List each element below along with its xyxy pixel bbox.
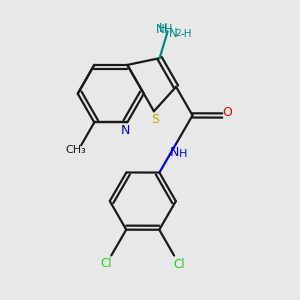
Text: O: O	[222, 106, 232, 119]
Text: CH₃: CH₃	[65, 145, 86, 154]
Text: H: H	[179, 149, 188, 159]
Text: 2: 2	[176, 29, 181, 38]
Text: N: N	[121, 124, 130, 137]
Text: -H: -H	[180, 29, 192, 39]
Text: N: N	[169, 27, 178, 40]
Text: N: N	[169, 146, 179, 159]
Text: H: H	[159, 22, 168, 35]
Text: Cl: Cl	[173, 258, 185, 271]
Text: S: S	[152, 113, 160, 126]
Text: Cl: Cl	[100, 257, 112, 271]
Text: NH: NH	[156, 23, 173, 36]
